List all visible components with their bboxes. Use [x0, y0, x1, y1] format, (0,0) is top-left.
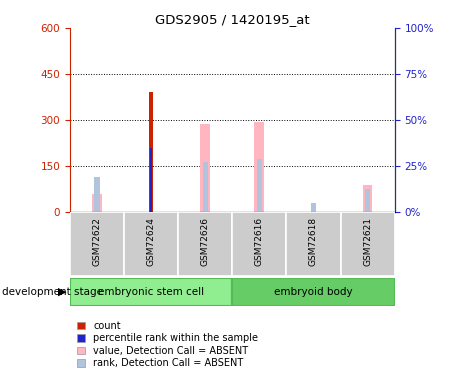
Bar — [149, 93, 153, 212]
Title: GDS2905 / 1420195_at: GDS2905 / 1420195_at — [155, 13, 309, 26]
Bar — [232, 278, 395, 306]
Bar — [286, 212, 341, 276]
Bar — [70, 212, 124, 276]
Text: ▶: ▶ — [58, 286, 66, 297]
Bar — [150, 148, 152, 212]
Bar — [92, 194, 102, 212]
Bar — [365, 189, 370, 212]
Text: GSM72622: GSM72622 — [92, 217, 101, 266]
Text: development stage: development stage — [2, 286, 103, 297]
Bar — [124, 212, 178, 276]
Bar — [178, 212, 232, 276]
Text: embryoid body: embryoid body — [274, 286, 353, 297]
Text: GSM72624: GSM72624 — [147, 217, 156, 266]
Bar — [254, 122, 264, 212]
Bar — [363, 185, 373, 212]
Text: GSM72618: GSM72618 — [309, 217, 318, 266]
Bar — [200, 124, 210, 212]
Bar — [94, 177, 100, 212]
Text: GSM72626: GSM72626 — [201, 217, 210, 266]
Bar — [257, 159, 262, 212]
Legend: count, percentile rank within the sample, value, Detection Call = ABSENT, rank, : count, percentile rank within the sample… — [75, 319, 260, 370]
Text: GSM72616: GSM72616 — [255, 217, 264, 266]
Bar — [311, 203, 316, 212]
Text: GSM72621: GSM72621 — [363, 217, 372, 266]
Text: embryonic stem cell: embryonic stem cell — [98, 286, 204, 297]
Bar — [341, 212, 395, 276]
Bar — [232, 212, 286, 276]
Bar — [70, 278, 232, 306]
Bar — [202, 162, 208, 212]
